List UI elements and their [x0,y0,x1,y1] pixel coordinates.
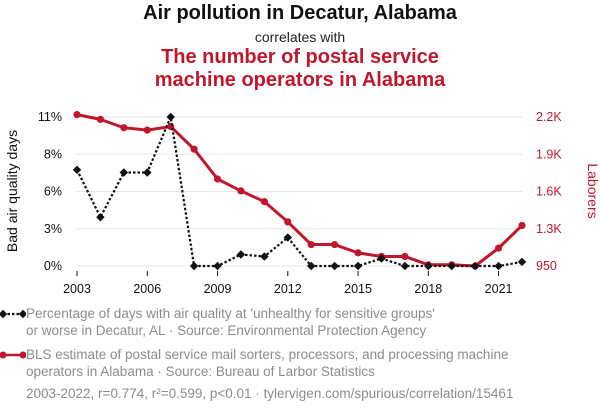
second-title-line-1: The number of postal service [161,46,439,68]
data-point-air-pollution [306,261,316,271]
legend-item-postal-workers-line-1: BLS estimate of postal service mail sort… [26,347,509,362]
data-point-air-pollution [166,112,175,122]
data-point-air-pollution [494,261,503,271]
left-axis-title: Bad air quality days [4,130,20,252]
chart-second-title: The number of postal service machine ope… [0,46,600,92]
data-point-air-pollution [377,254,386,263]
left-axis-tick-label: 11% [38,110,62,124]
dual-axis-line-chart: 0% 3% 6% 8% 11% 950 1.3K 1.6K 1.9K 2.2K 2003 2006 20… [4,110,600,296]
data-point-air-pollution [96,212,105,222]
data-point-air-pollution [470,261,480,271]
data-point-air-pollution [213,261,222,271]
legend-marker-air-pollution [0,309,26,319]
x-axis-tick-label: 2015 [344,282,372,296]
data-point-postal-workers [518,221,526,230]
data-point-air-pollution [189,261,199,271]
data-point-postal-workers [237,187,245,195]
data-point-postal-workers [143,126,151,134]
legend-item-postal-workers-line-2: operators in Alabama · Source: Bureau of… [26,364,375,379]
left-axis-tick-label: 8% [44,147,62,161]
legend-item-air-pollution-line-1: Percentage of days with air quality at '… [26,306,435,321]
x-axis-tick-label: 2018 [414,282,442,296]
data-point-air-pollution [119,168,129,177]
x-axis-tick-label: 2006 [133,282,161,296]
x-axis-tick-label: 2021 [485,282,513,296]
data-point-air-pollution [260,252,269,261]
data-point-postal-workers [494,244,503,252]
right-axis-tick-label: 950 [536,259,557,273]
data-point-air-pollution [143,168,152,177]
correlation-footer: 2003-2022, r=0.774, r²=0.599, p<0.01 · t… [26,386,514,401]
data-point-postal-workers [307,240,315,249]
data-point-postal-workers [213,175,222,183]
x-axis-tick-label: 2009 [204,282,232,296]
right-axis-tick-label: 1.3K [536,222,562,236]
left-axis-tick-label: 0% [44,259,62,273]
data-point-air-pollution [330,261,339,271]
data-point-postal-workers [190,145,198,153]
data-point-air-pollution [283,233,293,242]
legend-marker-postal-workers [0,351,26,359]
right-axis-tick-label: 1.6K [536,185,562,199]
data-point-air-pollution [517,257,527,267]
data-point-postal-workers [331,240,339,249]
legend-item-air-pollution: Percentage of days with air quality at '… [0,305,586,339]
right-axis-title: Laborers [585,163,600,218]
data-point-air-pollution [424,261,433,271]
second-title-line-2: machine operators in Alabama [154,69,446,91]
left-axis-tick-label: 6% [44,185,62,199]
chart-title: Air pollution in Decatur, Alabama [143,2,457,24]
left-axis-tick-label: 3% [44,222,62,236]
data-point-postal-workers [284,218,292,226]
data-point-postal-workers [401,252,409,261]
x-axis-tick-label: 2012 [274,282,302,296]
chart-subtitle: correlates with [254,29,346,45]
legend-item-postal-workers: BLS estimate of postal service mail sort… [0,346,586,380]
data-point-postal-workers [354,249,362,257]
data-point-postal-workers [120,124,128,132]
legend-item-air-pollution-line-2: or worse in Decatur, AL · Source: Enviro… [26,323,427,338]
right-axis-tick-label: 2.2K [536,110,562,124]
right-axis-tick-label: 1.9K [536,147,562,161]
data-point-air-pollution [236,250,246,259]
data-point-air-pollution [447,261,456,271]
data-point-air-pollution [353,261,363,271]
series-line-postal-workers [76,113,524,268]
data-point-air-pollution [72,165,82,175]
data-point-postal-workers [73,111,81,119]
data-point-postal-workers [96,115,105,123]
x-axis-tick-label: 2003 [63,282,91,296]
data-point-air-pollution [400,261,410,271]
data-point-postal-workers [260,198,268,206]
